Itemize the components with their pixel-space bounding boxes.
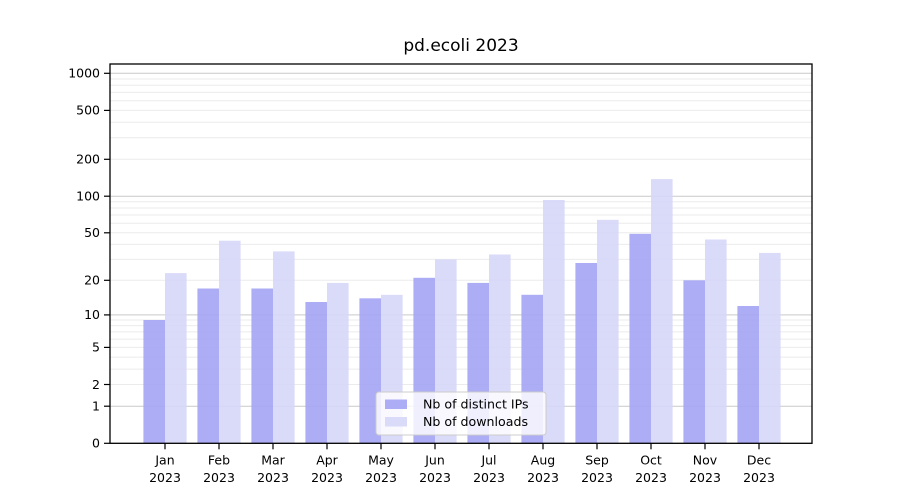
bar-nb-of-downloads-aug-2023 xyxy=(543,200,565,444)
bar-nb-of-distinct-ips-sep-2023 xyxy=(575,263,597,444)
bar-nb-of-downloads-nov-2023 xyxy=(705,239,727,444)
bar-nb-of-distinct-ips-jan-2023 xyxy=(143,320,165,444)
x-tick-label: May 2023 xyxy=(365,452,397,485)
bar-nb-of-distinct-ips-apr-2023 xyxy=(305,302,327,444)
x-tick-label: Aug 2023 xyxy=(527,452,559,485)
y-tick-label: 500 xyxy=(76,103,100,118)
bar-nb-of-downloads-feb-2023 xyxy=(219,240,241,444)
bar-nb-of-downloads-sep-2023 xyxy=(597,219,619,444)
x-tick-label: Oct 2023 xyxy=(635,452,667,485)
legend-label-downloads: Nb of downloads xyxy=(423,414,528,429)
legend-label-distinct-ips: Nb of distinct IPs xyxy=(423,397,529,412)
bar-nb-of-downloads-mar-2023 xyxy=(273,251,295,444)
y-tick-label: 5 xyxy=(92,340,100,355)
x-tick-label: Jul 2023 xyxy=(473,452,505,485)
bar-nb-of-distinct-ips-dec-2023 xyxy=(737,306,759,444)
bar-nb-of-distinct-ips-mar-2023 xyxy=(251,288,273,444)
bar-nb-of-distinct-ips-nov-2023 xyxy=(683,280,705,444)
bar-nb-of-distinct-ips-feb-2023 xyxy=(197,288,219,444)
x-tick-label: Nov 2023 xyxy=(689,452,721,485)
chart-title: pd.ecoli 2023 xyxy=(403,36,518,56)
bar-nb-of-downloads-jan-2023 xyxy=(165,273,187,444)
axes-layer: 0 1 2 5 10 20 50 100 200 500 1000 Jan 2023 Feb 2023 Mar… xyxy=(68,63,813,485)
bar-nb-of-distinct-ips-oct-2023 xyxy=(629,233,651,444)
x-tick-label: Sep 2023 xyxy=(581,452,613,485)
y-tick-label: 10 xyxy=(84,307,100,322)
x-tick-label: Apr 2023 xyxy=(311,452,343,485)
y-tick-label: 200 xyxy=(76,152,100,167)
plot-frame xyxy=(109,63,813,444)
y-tick-label: 0 xyxy=(92,436,100,451)
x-tick-label: Feb 2023 xyxy=(203,452,235,485)
y-tick-label: 1000 xyxy=(68,66,100,81)
y-tick-label: 50 xyxy=(84,225,100,240)
y-tick-label: 2 xyxy=(92,377,100,392)
bar-nb-of-downloads-dec-2023 xyxy=(759,252,781,444)
bar-nb-of-downloads-apr-2023 xyxy=(327,282,349,444)
x-tick-label: Dec 2023 xyxy=(743,452,775,485)
y-tick-label: 100 xyxy=(76,189,100,204)
y-tick-label: 20 xyxy=(84,273,100,288)
legend-swatch-downloads xyxy=(385,417,407,427)
bar-nb-of-downloads-oct-2023 xyxy=(651,179,673,444)
legend-box xyxy=(375,391,547,436)
legend: Nb of distinct IPs Nb of downloads xyxy=(375,391,547,436)
y-tick-label: 1 xyxy=(92,399,100,414)
x-tick-label: Mar 2023 xyxy=(257,452,289,485)
legend-swatch-distinct-ips xyxy=(385,399,407,409)
x-tick-label: Jun 2023 xyxy=(419,452,451,485)
x-tick-label: Jan 2023 xyxy=(149,452,181,485)
